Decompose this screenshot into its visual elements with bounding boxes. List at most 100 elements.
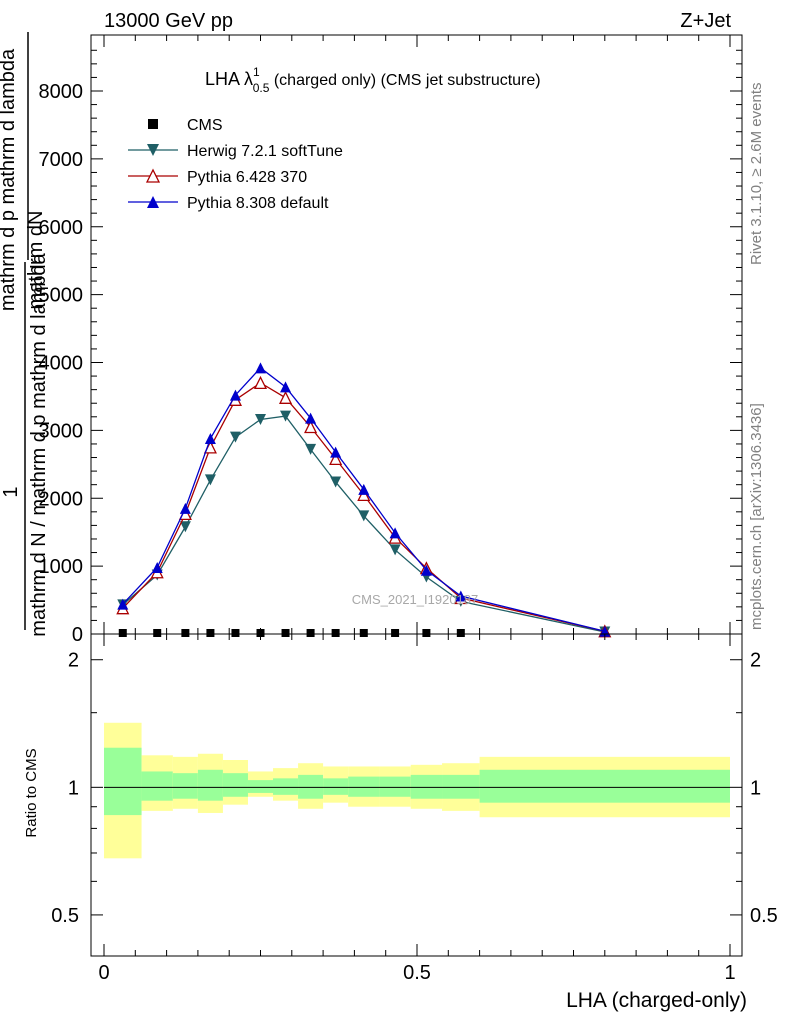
legend-label: Pythia 8.308 default — [187, 195, 329, 212]
herwig-marker — [358, 510, 370, 522]
pythia6-marker — [304, 420, 318, 434]
ylabel-frac-den: mathrm d N / mathrm d p mathrm d lambda — [28, 252, 50, 636]
pythia6-marker — [253, 375, 268, 390]
header-right: Z+Jet — [680, 10, 731, 32]
series-cms — [118, 629, 465, 637]
pythia8-marker — [179, 502, 191, 514]
ratio-y-tick-label: 0.5 — [51, 905, 79, 927]
cms-marker — [231, 629, 240, 637]
ratio-inner-band — [442, 774, 480, 799]
ratio-inner-band — [222, 773, 248, 797]
pythia8-marker — [358, 483, 370, 495]
cms-marker — [456, 629, 465, 637]
ratio-y-tick-label-right: 0.5 — [750, 905, 778, 927]
cms-marker — [422, 629, 431, 637]
pythia8-marker — [330, 446, 342, 458]
cms-marker — [331, 629, 340, 637]
pythia8-marker — [147, 196, 159, 208]
x-axis-label: LHA (charged-only) — [566, 989, 747, 1012]
legend-label: Pythia 6.428 370 — [187, 169, 307, 186]
herwig-marker — [305, 443, 317, 455]
ratio-inner-band — [323, 778, 349, 795]
plot-title-rest: (charged only) (CMS jet substructure) — [269, 72, 540, 89]
ratio-inner-band — [379, 776, 411, 797]
x-tick-label: 1 — [724, 962, 735, 984]
y-tick-label: 5000 — [39, 285, 84, 307]
legend-item: CMS — [148, 117, 223, 134]
x-tick-label: 0 — [98, 962, 109, 984]
mcplots-label: mcplots.cern.ch [arXiv:1306.3436] — [748, 403, 765, 630]
y-tick-label: 6000 — [39, 217, 84, 239]
herwig-marker — [330, 476, 342, 488]
legend-item: Herwig 7.2.1 softTune — [128, 143, 343, 160]
cms-marker — [256, 629, 265, 637]
main-series — [116, 362, 612, 638]
pythia8-marker — [389, 527, 401, 539]
ylabel-frac-num: 1 — [0, 486, 22, 497]
pythia8-marker — [420, 564, 432, 576]
main-ylabel: mathrm dN mathrm d p mathrm d lambda 1 m… — [0, 32, 50, 637]
y-tick-label: 7000 — [39, 149, 84, 171]
plot-title-sub: 0.5 — [253, 81, 270, 95]
ratio-inner-band — [348, 776, 380, 797]
legend-item: Pythia 8.308 default — [128, 195, 329, 212]
cms-marker — [118, 629, 127, 637]
cms-marker — [148, 119, 158, 129]
pythia6-marker — [145, 168, 161, 183]
x-tick-label: 0.5 — [403, 962, 431, 984]
ratio-inner-band — [197, 769, 223, 801]
pythia6-marker — [329, 451, 343, 466]
plot-title: LHA λ1 0.5 (charged only) (CMS jet substr… — [205, 65, 541, 95]
herwig-marker — [179, 521, 191, 533]
pythia6-marker — [278, 390, 293, 404]
legend: CMS Herwig 7.2.1 softTune Pythia 6.428 370… — [128, 117, 343, 212]
cms-marker — [181, 629, 190, 637]
ratio-inner-band — [247, 780, 274, 793]
main-axes: 0 1000 2000 3000 4000 5000 6000 7000 8000 — [39, 35, 742, 646]
plot-title-main: LHA λ — [205, 69, 253, 89]
y-tick-label: 8000 — [39, 81, 84, 103]
pythia8-marker — [280, 381, 292, 393]
ratio-y-tick-label-right: 1 — [750, 777, 761, 799]
herwig-marker — [147, 144, 159, 156]
ratio-inner-band — [104, 747, 142, 816]
plot-title-sup: 1 — [253, 65, 260, 79]
ratio-ylabel: Ratio to CMS — [23, 748, 40, 837]
herwig-marker — [204, 474, 216, 486]
ylabel-line2: mathrm d p mathrm d lambda — [0, 48, 19, 311]
y-tick-label: 2000 — [39, 488, 84, 510]
ratio-y-tick-label: 2 — [68, 650, 79, 672]
ratio-inner-band — [141, 771, 173, 801]
herwig-marker — [229, 431, 241, 443]
legend-item: Pythia 6.428 370 — [128, 168, 307, 186]
cms-marker — [206, 629, 215, 637]
legend-label: Herwig 7.2.1 softTune — [187, 143, 343, 160]
pythia8-marker — [117, 598, 129, 610]
ratio-y-tick-label: 1 — [68, 777, 79, 799]
ratio-axes: 0.5 0.5 1 1 2 2 0 0.5 1 — [51, 634, 778, 984]
pythia8-marker — [229, 389, 241, 401]
legend-label: CMS — [187, 117, 223, 134]
cms-marker — [281, 629, 290, 637]
y-tick-label: 4000 — [39, 353, 84, 375]
ratio-inner-band — [172, 773, 198, 799]
pythia8-marker — [305, 412, 317, 424]
ratio-inner-band — [298, 774, 324, 799]
ratio-y-tick-label-right: 2 — [750, 650, 761, 672]
header-left: 13000 GeV pp — [104, 10, 233, 32]
pythia8-marker — [151, 561, 163, 573]
y-tick-label: 3000 — [39, 420, 84, 442]
pythia8-marker — [255, 362, 266, 374]
cms-marker — [391, 629, 400, 637]
ratio-inner-band — [479, 769, 730, 803]
series-line — [122, 367, 605, 632]
ylabel-line1: mathrm dN — [25, 211, 47, 310]
watermark: CMS_2021_I1920187 — [352, 592, 479, 607]
ratio-inner-band — [410, 774, 443, 799]
ratio-inner-band — [273, 778, 299, 795]
y-tick-label: 0 — [72, 624, 83, 646]
pythia8-marker — [455, 590, 467, 602]
herwig-marker — [280, 410, 292, 422]
herwig-marker — [255, 414, 266, 426]
